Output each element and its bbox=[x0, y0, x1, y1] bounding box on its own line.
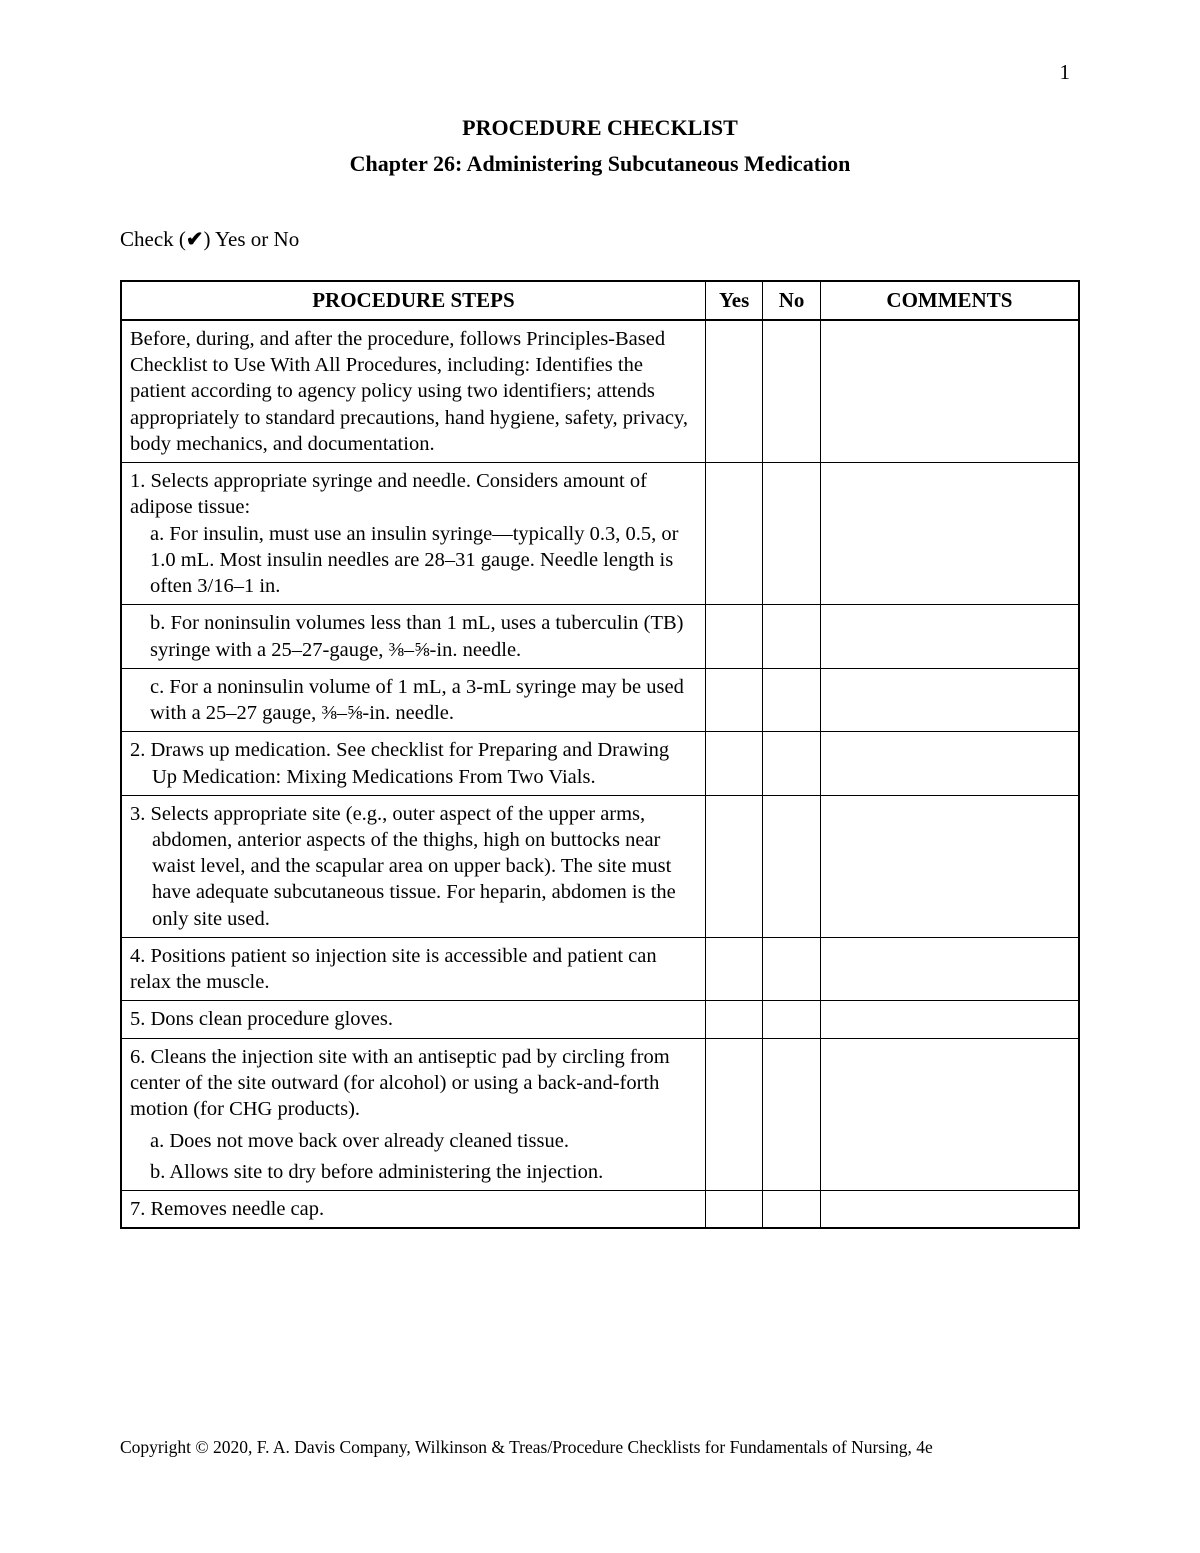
comments-cell[interactable] bbox=[820, 1190, 1079, 1228]
no-cell[interactable] bbox=[763, 1190, 820, 1228]
table-row: c. For a noninsulin volume of 1 mL, a 3-… bbox=[121, 668, 1079, 731]
table-row: Before, during, and after the procedure,… bbox=[121, 320, 1079, 463]
table-row: 5. Dons clean procedure gloves. bbox=[121, 1001, 1079, 1038]
comments-cell[interactable] bbox=[820, 1001, 1079, 1038]
comments-cell[interactable] bbox=[820, 463, 1079, 605]
yes-cell[interactable] bbox=[705, 668, 762, 731]
comments-cell[interactable] bbox=[820, 795, 1079, 937]
no-cell[interactable] bbox=[763, 605, 820, 668]
step-cell: 1. Selects appropriate syringe and needl… bbox=[121, 463, 705, 605]
yes-cell[interactable] bbox=[705, 795, 762, 937]
copyright-text: Copyright © 2020, F. A. Davis Company, W… bbox=[120, 1437, 933, 1458]
yes-cell[interactable] bbox=[705, 1190, 762, 1228]
no-cell[interactable] bbox=[763, 320, 820, 463]
comments-cell[interactable] bbox=[820, 732, 1079, 795]
page-number: 1 bbox=[1060, 60, 1071, 85]
table-row: 3. Selects appropriate site (e.g., outer… bbox=[121, 795, 1079, 937]
table-row: 7. Removes needle cap. bbox=[121, 1190, 1079, 1228]
yes-cell[interactable] bbox=[705, 1001, 762, 1038]
table-row: 6. Cleans the injection site with an ant… bbox=[121, 1038, 1079, 1190]
title-chapter: Chapter 26: Administering Subcutaneous M… bbox=[120, 151, 1080, 177]
yes-cell[interactable] bbox=[705, 463, 762, 605]
title-main: PROCEDURE CHECKLIST bbox=[120, 115, 1080, 141]
comments-cell[interactable] bbox=[820, 668, 1079, 731]
step-cell: Before, during, and after the procedure,… bbox=[121, 320, 705, 463]
check-instruction: Check (✔) Yes or No bbox=[120, 227, 1080, 252]
yes-cell[interactable] bbox=[705, 732, 762, 795]
table-row: 2. Draws up medication. See checklist fo… bbox=[121, 732, 1079, 795]
no-cell[interactable] bbox=[763, 1038, 820, 1190]
check-suffix: ) Yes or No bbox=[204, 227, 300, 251]
table-row: 1. Selects appropriate syringe and needl… bbox=[121, 463, 1079, 605]
step-cell: 2. Draws up medication. See checklist fo… bbox=[121, 732, 705, 795]
step-cell: c. For a noninsulin volume of 1 mL, a 3-… bbox=[121, 668, 705, 731]
step-cell: 5. Dons clean procedure gloves. bbox=[121, 1001, 705, 1038]
checklist-table: PROCEDURE STEPS Yes No COMMENTS Before, … bbox=[120, 280, 1080, 1229]
table-header-row: PROCEDURE STEPS Yes No COMMENTS bbox=[121, 281, 1079, 320]
yes-cell[interactable] bbox=[705, 937, 762, 1000]
step-cell: 3. Selects appropriate site (e.g., outer… bbox=[121, 795, 705, 937]
header-yes: Yes bbox=[705, 281, 762, 320]
step-cell: 6. Cleans the injection site with an ant… bbox=[121, 1038, 705, 1190]
yes-cell[interactable] bbox=[705, 320, 762, 463]
table-row: b. For noninsulin volumes less than 1 mL… bbox=[121, 605, 1079, 668]
yes-cell[interactable] bbox=[705, 1038, 762, 1190]
step-cell: 7. Removes needle cap. bbox=[121, 1190, 705, 1228]
yes-cell[interactable] bbox=[705, 605, 762, 668]
header-no: No bbox=[763, 281, 820, 320]
header-steps: PROCEDURE STEPS bbox=[121, 281, 705, 320]
no-cell[interactable] bbox=[763, 463, 820, 605]
table-row: 4. Positions patient so injection site i… bbox=[121, 937, 1079, 1000]
no-cell[interactable] bbox=[763, 668, 820, 731]
check-mark-icon: ✔ bbox=[186, 227, 204, 251]
comments-cell[interactable] bbox=[820, 320, 1079, 463]
comments-cell[interactable] bbox=[820, 1038, 1079, 1190]
comments-cell[interactable] bbox=[820, 937, 1079, 1000]
check-prefix: Check ( bbox=[120, 227, 186, 251]
comments-cell[interactable] bbox=[820, 605, 1079, 668]
no-cell[interactable] bbox=[763, 937, 820, 1000]
header-comments: COMMENTS bbox=[820, 281, 1079, 320]
step-cell: 4. Positions patient so injection site i… bbox=[121, 937, 705, 1000]
no-cell[interactable] bbox=[763, 1001, 820, 1038]
no-cell[interactable] bbox=[763, 732, 820, 795]
step-cell: b. For noninsulin volumes less than 1 mL… bbox=[121, 605, 705, 668]
no-cell[interactable] bbox=[763, 795, 820, 937]
